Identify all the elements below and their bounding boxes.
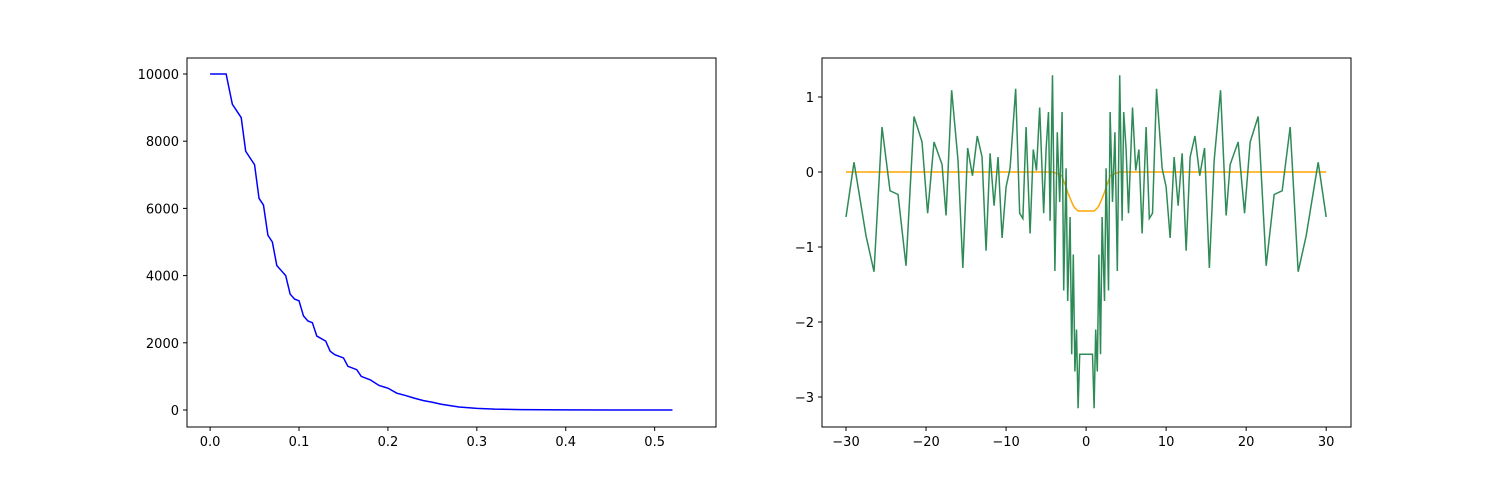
- x-tick-label: 0.4: [555, 435, 576, 450]
- x-tick-label: 0.3: [466, 435, 487, 450]
- x-tick-label: −30: [832, 435, 859, 450]
- y-tick-label: 6000: [146, 202, 179, 217]
- x-tick-label: 0: [1082, 435, 1090, 450]
- y-tick-label: −2: [795, 316, 814, 331]
- x-tick-label: 0.5: [644, 435, 665, 450]
- x-tick-label: 0.2: [378, 435, 399, 450]
- x-tick-label: 20: [1238, 435, 1255, 450]
- line: [210, 73, 673, 411]
- y-tick-label: 10000: [138, 68, 179, 83]
- axes-frame: [821, 57, 1352, 428]
- line: [845, 75, 1327, 409]
- x-tick-label: 30: [1318, 435, 1335, 450]
- x-tick-label: 0.1: [289, 435, 310, 450]
- y-tick-label: 1: [806, 91, 814, 106]
- y-tick-label: −1: [795, 241, 814, 256]
- x-tick-label: 10: [1158, 435, 1175, 450]
- y-tick-label: −3: [795, 391, 814, 406]
- y-tick-label: 8000: [146, 135, 179, 150]
- x-tick-label: 0.0: [200, 435, 221, 450]
- y-tick-label: 0: [171, 404, 179, 419]
- y-tick-label: 0: [806, 166, 814, 181]
- axes-frame: [186, 57, 717, 428]
- line: [846, 171, 1327, 212]
- y-tick-label: 2000: [146, 337, 179, 352]
- x-tick-label: −10: [992, 435, 1019, 450]
- y-tick-label: 4000: [146, 270, 179, 285]
- x-tick-label: −20: [912, 435, 939, 450]
